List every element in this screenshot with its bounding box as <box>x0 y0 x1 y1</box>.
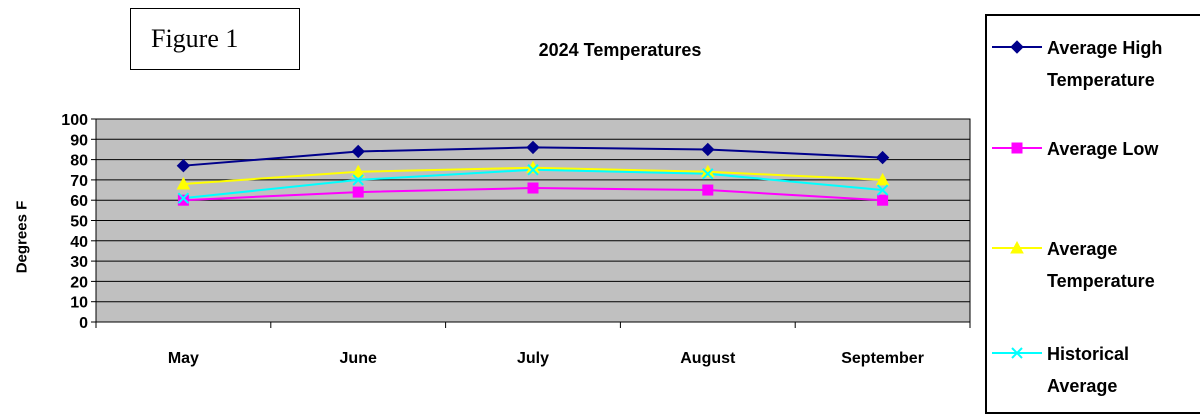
series-4-point <box>876 184 889 196</box>
series-1-point <box>176 158 191 173</box>
series-4-point <box>527 164 539 176</box>
series-4-point <box>352 174 364 186</box>
y-tick-label: 80 <box>70 153 88 170</box>
y-tick-label: 30 <box>70 254 88 271</box>
series-2-point <box>527 182 539 194</box>
figure-label-box: Figure 1 <box>130 8 300 70</box>
series-1-point <box>526 140 540 155</box>
y-tick-label: 50 <box>70 214 88 231</box>
series-1-point <box>701 142 715 157</box>
legend-marker-1 <box>1010 40 1024 54</box>
legend-label-1: Temperature <box>1047 70 1155 90</box>
x-tick-label: September <box>841 350 924 367</box>
legend-marker-2 <box>1011 142 1023 154</box>
legend-box <box>985 14 1200 414</box>
y-tick-label: 40 <box>70 234 88 251</box>
x-tick-label: May <box>168 350 199 367</box>
legend-marker-4 <box>1011 347 1023 359</box>
legend-label-4: Historical <box>1047 344 1129 364</box>
legend-marker-4-stroke <box>1011 347 1023 359</box>
y-tick-label: 100 <box>61 112 88 129</box>
series-4-point <box>702 168 714 180</box>
x-tick-label: July <box>517 350 549 367</box>
series-3-point <box>351 164 366 178</box>
series-1-point <box>351 144 365 159</box>
series-1-point <box>875 150 890 165</box>
y-tick-label: 20 <box>70 274 88 291</box>
series-4-point <box>177 192 190 204</box>
series-3-point <box>176 176 191 190</box>
series-4-point-stroke <box>876 184 889 196</box>
legend-label-2: Average Low <box>1047 139 1159 159</box>
series-4-point-stroke <box>177 192 190 204</box>
series-2-point <box>177 194 189 206</box>
series-2-point <box>352 186 364 198</box>
line-chart: 0 10 20 30 40 50 60 70 80 90 100 May June July August S… <box>61 112 971 367</box>
y-tick-label: 90 <box>70 132 88 149</box>
series-4-point-stroke <box>352 174 364 186</box>
y-tick-label: 10 <box>70 295 88 312</box>
series-3-point <box>875 172 890 186</box>
chart-title: 2024 Temperatures <box>538 40 702 60</box>
y-tick-label: 70 <box>70 173 88 190</box>
legend-marker-3 <box>1010 240 1024 254</box>
y-tick-label: 0 <box>79 315 88 332</box>
series-4-point-stroke <box>702 168 714 180</box>
legend-label-3: Temperature <box>1047 271 1155 291</box>
series-2-point <box>877 194 889 206</box>
legend-label-1: Average High <box>1047 38 1162 58</box>
series-4-point-stroke <box>527 164 539 176</box>
x-tick-label: August <box>680 350 736 367</box>
series-2-point <box>702 184 714 196</box>
x-tick-label: June <box>340 350 377 367</box>
y-tick-label: 60 <box>70 193 88 210</box>
figure-label: Figure 1 <box>151 24 239 53</box>
legend: Average High Temperature Average Low Averag… <box>992 38 1162 396</box>
legend-label-3: Average <box>1047 239 1117 259</box>
legend-label-4: Average <box>1047 376 1117 396</box>
